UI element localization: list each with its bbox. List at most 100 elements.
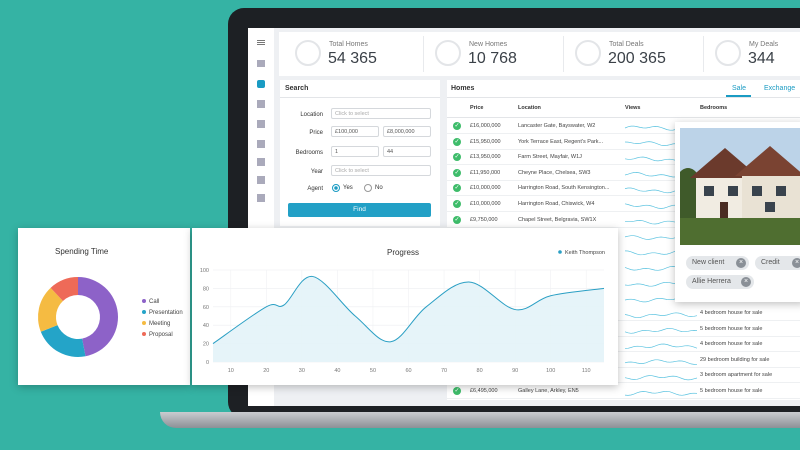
stat-value: 54 365 — [328, 50, 377, 67]
progress-card: Progress 0 20 40 60 80 100 10 20 30 40 50 60 70 80 90 10… — [192, 228, 618, 385]
stat-icon — [435, 40, 461, 66]
row-divider — [447, 320, 800, 321]
radio-label: No — [375, 185, 383, 191]
status-check: ✓ — [453, 215, 461, 224]
radio-label: Yes — [343, 185, 353, 191]
legend-dot — [558, 250, 562, 254]
row-divider — [447, 335, 800, 337]
x-tick-label: 30 — [299, 368, 305, 374]
year-select[interactable]: Click to select — [331, 165, 431, 176]
nav-icon[interactable] — [257, 194, 265, 202]
location-cell: Cheyne Place, Chelsea, SW3 — [518, 169, 591, 176]
chart-title: Spending Time — [55, 247, 109, 256]
status-check: ✓ — [453, 137, 461, 146]
column-header: Location — [518, 105, 541, 111]
column-header: Price — [470, 105, 484, 111]
sparkline — [624, 390, 698, 396]
price-max[interactable]: £8,000,000 — [383, 126, 431, 137]
tag-remove[interactable]: × — [741, 277, 751, 287]
status-check: ✓ — [453, 184, 461, 193]
nav-icon[interactable] — [257, 158, 265, 166]
radio-no[interactable] — [364, 184, 372, 192]
stat-divider — [563, 36, 564, 72]
house-photo — [680, 128, 800, 245]
stat-label: New Homes — [469, 41, 508, 48]
status-check: ✓ — [453, 168, 461, 177]
location-cell: Galley Lane, Arkley, EN5 — [518, 388, 579, 394]
row-divider — [447, 179, 800, 181]
price-cell: £15,950,000 — [470, 138, 501, 145]
x-tick-label: 50 — [370, 368, 376, 374]
status-check: ✓ — [453, 387, 461, 395]
field-label: Agent — [307, 186, 323, 192]
stats-bar — [279, 32, 800, 76]
homes-title: Homes — [451, 85, 475, 92]
sparkline — [624, 343, 698, 350]
stat-label: My Deals — [749, 41, 779, 48]
bedrooms-cell: 4 bedroom house for sale — [700, 310, 763, 316]
y-tick-label: 40 — [203, 323, 209, 329]
tab-sale[interactable]: Sale — [732, 85, 747, 92]
spending-card: Spending Time Call Presentation Meeting Prop… — [18, 228, 190, 385]
line-series — [212, 275, 605, 345]
row-divider — [447, 164, 800, 166]
bedrooms-max[interactable]: 44 — [383, 146, 431, 157]
column-header: Bedrooms — [700, 105, 728, 111]
bedrooms-cell: 5 bedroom house for sale — [700, 388, 763, 394]
stat-value: 200 365 — [608, 50, 666, 67]
bedrooms-cell: 29 bedroom building for sale — [700, 356, 770, 363]
stat-icon — [295, 40, 321, 66]
legend-dot — [142, 310, 146, 314]
location-cell: Harrington Road, Chiswick, W4 — [518, 201, 595, 207]
price-cell: £6,495,000 — [470, 388, 498, 394]
stat-value: 344 — [748, 50, 775, 67]
photo-card: New client × Credit × Allie Herrera × — [675, 122, 800, 302]
nav-icon[interactable] — [257, 176, 265, 184]
status-check: ✓ — [453, 200, 461, 208]
field-label: Price — [309, 130, 323, 136]
price-cell: £13,950,000 — [470, 154, 501, 161]
x-tick-label: 60 — [405, 368, 411, 374]
stat-icon — [575, 40, 601, 66]
price-cell: £10,000,000 — [470, 201, 501, 207]
nav-icon[interactable] — [257, 120, 265, 128]
y-tick-label: 0 — [206, 360, 209, 366]
tag-text: Allie Herrera — [692, 278, 731, 285]
find-button[interactable]: Find — [288, 203, 431, 217]
legend-dot — [142, 321, 146, 325]
cart-icon[interactable] — [257, 60, 265, 67]
status-check: ✓ — [453, 153, 461, 162]
stat-divider — [423, 36, 424, 72]
sparkline — [624, 375, 698, 381]
bedrooms-min[interactable]: 1 — [331, 146, 379, 157]
x-tick-label: 70 — [441, 368, 447, 374]
price-cell: £10,000,000 — [470, 185, 501, 192]
x-tick-label: 20 — [263, 368, 269, 374]
legend-label: Proposal — [149, 332, 173, 338]
tag[interactable]: New client × — [686, 256, 749, 270]
field-label: Location — [300, 112, 323, 118]
line-area — [213, 276, 604, 362]
stat-icon — [715, 40, 741, 66]
row-divider — [447, 226, 800, 228]
nav-icon[interactable] — [257, 140, 265, 148]
row-divider — [447, 211, 800, 212]
location-cell: Chapel Street, Belgravia, SW1X — [518, 216, 597, 223]
nav-icon[interactable] — [257, 100, 265, 108]
tag[interactable]: Allie Herrera × — [686, 275, 754, 289]
tab-exchange[interactable]: Exchange — [764, 85, 796, 92]
tag-remove[interactable]: × — [792, 258, 800, 268]
row-divider — [447, 148, 800, 150]
legend-label: Presentation — [149, 310, 183, 316]
location-select[interactable]: Click to select — [331, 108, 431, 119]
tag[interactable]: Credit × — [755, 256, 800, 270]
menu-icon[interactable] — [257, 40, 265, 41]
radio-yes[interactable] — [332, 184, 340, 192]
legend-dot — [142, 332, 146, 336]
price-min[interactable]: £100,000 — [331, 126, 379, 137]
y-tick-label: 80 — [203, 286, 209, 292]
homes-icon[interactable] — [257, 80, 265, 88]
tag-remove[interactable]: × — [736, 258, 746, 268]
field-label: Year — [310, 169, 323, 175]
location-cell: Farm Street, Mayfair, W1J — [518, 154, 582, 161]
